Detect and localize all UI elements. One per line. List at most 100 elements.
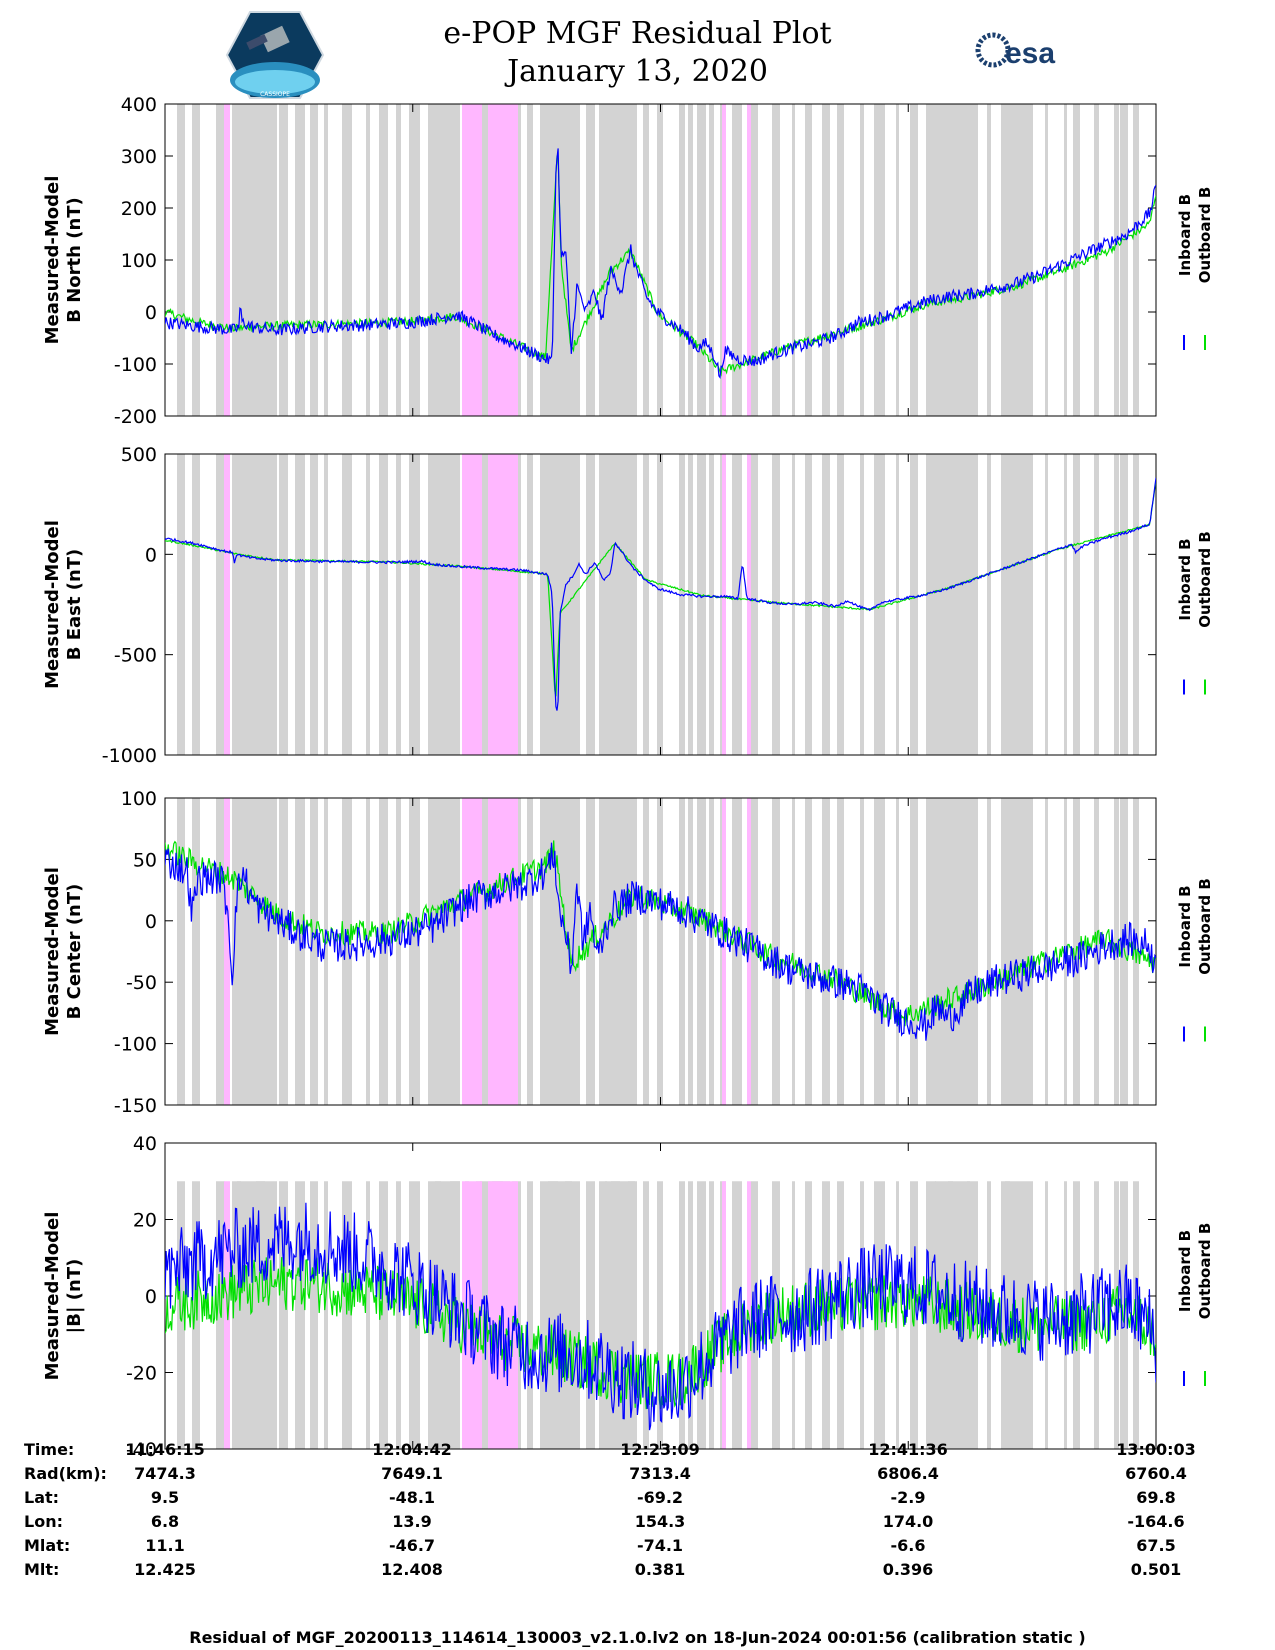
gray-band <box>279 1181 288 1449</box>
gray-band <box>657 104 663 416</box>
gray-band <box>232 454 277 755</box>
pink-band <box>722 454 726 755</box>
svg-text:CASSIOPE: CASSIOPE <box>260 91 290 98</box>
gray-band <box>688 1181 693 1449</box>
gray-band <box>216 104 225 416</box>
row-label-rad: Rad(km): <box>24 1464 107 1483</box>
legend-inboard-label: Inboard B <box>1176 1230 1194 1312</box>
gray-band <box>657 1181 663 1449</box>
gray-band <box>896 454 899 755</box>
gray-band <box>366 454 370 755</box>
gray-band <box>987 454 991 755</box>
ephemeris-value: 0.396 <box>882 1560 934 1579</box>
gray-band <box>428 454 460 755</box>
y-tick-label: 0 <box>145 1286 157 1308</box>
gray-band <box>379 1181 388 1449</box>
gray-band <box>605 798 635 1105</box>
gray-band <box>935 104 970 416</box>
pink-band <box>488 104 518 416</box>
pink-band <box>722 104 726 416</box>
y-tick-label: 0 <box>145 302 157 324</box>
gray-band <box>232 798 277 1105</box>
plot-date: January 13, 2020 <box>507 54 768 89</box>
gray-band <box>586 1181 595 1449</box>
gray-band <box>1120 454 1128 755</box>
pink-band <box>462 104 482 416</box>
legend-inboard-label: Inboard B <box>1176 538 1194 620</box>
ephemeris-value: 13:00:03 <box>1116 1440 1196 1459</box>
gray-band <box>1025 104 1033 416</box>
ephemeris-value: 0.381 <box>634 1560 686 1579</box>
gray-band <box>342 1181 352 1449</box>
ephemeris-value: 12.425 <box>134 1560 196 1579</box>
ephemeris-value: 6760.4 <box>1125 1464 1187 1483</box>
panel-2: 500 0 -500 -1000 Measured-Model B East (nT) In… <box>42 444 1214 767</box>
gray-band <box>657 454 663 755</box>
gray-band <box>540 454 580 755</box>
gray-band <box>967 104 978 416</box>
gray-band <box>732 104 742 416</box>
gray-band <box>751 104 758 416</box>
gray-band <box>1094 104 1099 416</box>
ephemeris-value: 7649.1 <box>381 1464 443 1483</box>
gray-band <box>697 104 706 416</box>
gray-band <box>599 454 607 755</box>
gray-band <box>409 104 420 416</box>
pink-band <box>747 104 751 416</box>
gray-band <box>1114 104 1119 416</box>
gray-band <box>396 1181 401 1449</box>
gray-band <box>192 454 200 755</box>
gray-band <box>540 798 580 1105</box>
inboard-series-line <box>165 477 1156 711</box>
y-tick-label: -200 <box>114 406 157 428</box>
gray-band <box>697 454 706 755</box>
legend-outboard-label: Outboard B <box>1196 187 1214 284</box>
gray-band <box>697 798 706 1105</box>
gray-band <box>926 104 936 416</box>
y-tick-label: 0 <box>145 544 157 566</box>
y-axis-label: B East (nT) <box>64 549 85 661</box>
gray-band <box>935 798 970 1105</box>
gray-band <box>1094 454 1099 755</box>
y-axis-label: Measured-Model <box>42 520 63 689</box>
gray-band <box>324 798 328 1105</box>
gray-band <box>605 454 635 755</box>
gray-band <box>379 104 388 416</box>
gray-band <box>527 104 533 416</box>
gray-band <box>688 454 693 755</box>
y-axis-label: Measured-Model <box>42 867 63 1036</box>
gray-band <box>679 1181 685 1449</box>
gray-band <box>792 454 795 755</box>
gray-band <box>688 798 693 1105</box>
y-tick-label: -500 <box>114 645 157 667</box>
gray-band <box>643 798 649 1105</box>
gray-band <box>177 798 185 1105</box>
gray-band <box>192 104 200 416</box>
gray-band <box>177 104 185 416</box>
gray-band <box>428 798 460 1105</box>
gray-band <box>586 104 595 416</box>
gray-band <box>1025 798 1033 1105</box>
gray-band <box>527 454 533 755</box>
gray-band <box>379 798 388 1105</box>
gray-band <box>216 798 225 1105</box>
gray-band <box>805 798 812 1105</box>
y-tick-label: 500 <box>121 444 157 466</box>
ephemeris-value: -48.1 <box>388 1488 436 1507</box>
pink-band <box>488 454 518 755</box>
gray-band <box>409 454 420 755</box>
gray-band <box>540 104 580 416</box>
gray-band <box>366 798 370 1105</box>
gray-band <box>586 454 595 755</box>
ephemeris-value: -46.7 <box>388 1536 436 1555</box>
gray-band <box>860 104 864 416</box>
y-axis-label: Measured-Model <box>42 1212 63 1381</box>
gray-band <box>772 1181 780 1449</box>
gray-band <box>709 104 714 416</box>
gray-band <box>310 454 318 755</box>
gray-band <box>697 1181 706 1449</box>
gray-band <box>1073 454 1080 755</box>
gray-band <box>926 1181 936 1449</box>
ephemeris-value: 67.5 <box>1136 1536 1176 1555</box>
gray-band <box>751 798 758 1105</box>
